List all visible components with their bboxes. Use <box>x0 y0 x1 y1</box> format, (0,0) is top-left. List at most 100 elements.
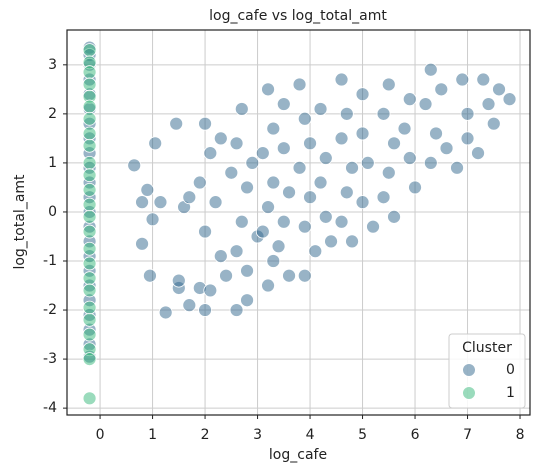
legend-marker <box>462 363 476 377</box>
point <box>292 160 307 175</box>
point <box>460 131 475 146</box>
x-tick-label: 1 <box>148 427 157 443</box>
point <box>460 106 475 121</box>
point <box>381 77 396 92</box>
point <box>261 278 275 293</box>
point <box>261 200 275 214</box>
x-tick-label: 5 <box>358 427 367 443</box>
point <box>82 209 97 224</box>
chart-title: log_cafe vs log_total_amt <box>209 8 387 24</box>
point <box>82 327 97 342</box>
point <box>387 136 401 151</box>
point <box>219 268 233 283</box>
point <box>245 156 260 170</box>
point <box>276 141 291 156</box>
point <box>360 156 375 170</box>
point <box>266 254 281 268</box>
point <box>213 249 228 263</box>
point <box>240 180 254 195</box>
y-tick-label: 0 <box>48 204 57 220</box>
point <box>376 106 391 121</box>
points <box>82 40 517 406</box>
point <box>82 43 97 58</box>
point <box>82 182 97 197</box>
point <box>82 138 97 153</box>
point <box>292 77 307 92</box>
point <box>82 352 97 366</box>
point <box>140 182 155 197</box>
point <box>492 82 506 97</box>
point <box>476 72 491 87</box>
y-tick-label: -3 <box>43 351 57 367</box>
point <box>234 102 249 116</box>
point <box>169 116 184 131</box>
point <box>334 72 349 87</box>
point <box>171 273 186 288</box>
point <box>261 82 275 97</box>
y-tick-label: 3 <box>48 57 57 73</box>
point <box>135 195 149 210</box>
point <box>423 156 438 170</box>
point <box>82 300 97 315</box>
point <box>234 214 249 229</box>
point <box>376 190 391 205</box>
point <box>229 303 244 317</box>
point <box>255 146 270 161</box>
point <box>229 136 244 151</box>
point <box>82 111 97 126</box>
point <box>82 271 97 286</box>
point <box>143 268 157 283</box>
point <box>255 224 270 239</box>
point <box>282 268 296 283</box>
y-tick-label: -2 <box>43 302 57 318</box>
point <box>127 158 142 173</box>
point <box>271 239 286 254</box>
legend-title: Cluster <box>462 340 512 356</box>
point <box>439 141 454 156</box>
point <box>82 391 97 406</box>
point <box>82 283 97 298</box>
point <box>182 190 197 205</box>
x-tick-label: 6 <box>411 427 420 443</box>
point <box>198 224 212 239</box>
point <box>240 293 254 308</box>
point <box>145 212 160 227</box>
point <box>82 156 97 170</box>
point <box>297 268 312 283</box>
point <box>229 244 244 259</box>
point <box>402 151 417 165</box>
point <box>381 165 396 180</box>
point <box>318 209 333 224</box>
point <box>402 92 417 107</box>
point <box>345 234 359 249</box>
point <box>387 209 401 224</box>
x-tick-label: 7 <box>463 427 472 443</box>
legend: Cluster 0 1 <box>448 333 526 409</box>
point <box>408 180 422 195</box>
y-tick-label: 1 <box>48 155 57 171</box>
point <box>303 190 317 205</box>
point <box>471 146 485 161</box>
point <box>203 283 218 298</box>
point <box>434 82 449 97</box>
point <box>82 77 97 92</box>
point <box>297 111 312 126</box>
point <box>450 160 464 175</box>
point <box>158 305 173 320</box>
point <box>486 116 501 131</box>
point <box>148 136 163 151</box>
point <box>82 224 97 239</box>
point <box>198 116 212 131</box>
point <box>82 241 97 256</box>
y-tick-label: -1 <box>43 253 57 269</box>
x-tick-label: 3 <box>253 427 262 443</box>
point <box>308 244 323 259</box>
point <box>135 236 149 251</box>
point <box>82 197 97 212</box>
point <box>82 256 97 271</box>
point <box>208 195 223 210</box>
legend-label: 0 <box>506 362 515 378</box>
point <box>282 185 296 200</box>
point <box>429 126 443 141</box>
